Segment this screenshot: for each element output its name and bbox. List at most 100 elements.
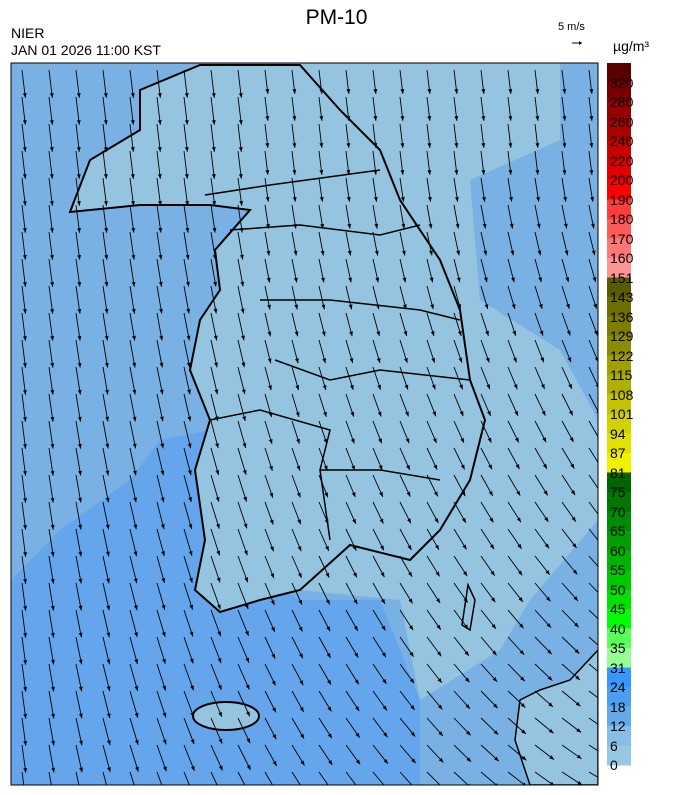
wind-arrow: [507, 690, 526, 708]
wind-arrow: [264, 663, 276, 686]
wind-arrow: [318, 609, 331, 632]
wind-arrow: [21, 771, 25, 785]
wind-arrow: [183, 663, 194, 691]
wind-arrow: [48, 690, 55, 719]
wind-arrow: [210, 258, 218, 287]
wind-arrow: [102, 717, 111, 746]
wind-arrow: [156, 474, 165, 503]
wind-arrow: [183, 447, 192, 476]
wind-arrow: [21, 663, 28, 692]
wind-arrow: [588, 69, 594, 94]
wind-arrow: [48, 717, 55, 746]
wind-arrow: [345, 123, 351, 148]
wind-arrow: [102, 339, 109, 368]
wind-arrow: [372, 663, 387, 685]
wind-arrow: [75, 312, 82, 341]
wind-arrow: [264, 339, 272, 364]
wind-arrow: [399, 204, 406, 229]
colorbar-label: 280: [610, 94, 634, 110]
wind-arrow: [480, 636, 497, 656]
wind-arrow: [210, 744, 223, 771]
colorbar-label: 0: [610, 757, 618, 773]
wind-arrow: [75, 69, 81, 98]
wind-arrow: [210, 420, 219, 449]
wind-arrow: [21, 528, 27, 557]
wind-arrow: [318, 339, 327, 364]
wind-arrow: [534, 258, 542, 283]
wind-arrow: [210, 69, 216, 98]
wind-arrow: [534, 690, 554, 708]
wind-arrow: [399, 690, 416, 711]
wind-arrow: [183, 339, 191, 368]
wind-arrow: [102, 177, 108, 206]
map-frame: [10, 62, 599, 786]
wind-arrow: [237, 96, 243, 125]
wind-arrow: [264, 555, 275, 579]
wind-arrow: [345, 474, 356, 498]
wind-arrow: [561, 177, 568, 202]
wind-arrow: [75, 474, 82, 503]
colorbar-label: 40: [610, 620, 626, 637]
colorbar-swatch: [607, 82, 631, 103]
wind-arrow: [372, 393, 382, 417]
wind-arrow: [75, 285, 82, 314]
wind-arrow: [453, 150, 459, 175]
wind-arrow: [534, 312, 544, 336]
colorbar-swatch: [607, 628, 631, 649]
wind-arrow: [48, 501, 55, 530]
wind-arrow: [480, 258, 488, 283]
wind-arrow: [210, 150, 216, 179]
wind-arrow: [21, 312, 27, 341]
wind-arrow: [102, 771, 108, 785]
wind-arrow: [237, 582, 249, 610]
wind-arrow: [156, 528, 165, 557]
wind-arrow: [426, 339, 436, 363]
wind-arrow: [237, 528, 248, 556]
wind-arrow: [507, 366, 518, 390]
wind-arrow: [75, 447, 82, 476]
wind-arrow: [318, 771, 329, 785]
wind-arrow: [480, 582, 496, 603]
wind-arrow: [156, 366, 164, 395]
wind-arrow: [210, 609, 222, 637]
wind-arrow: [48, 663, 55, 692]
wind-arrow: [480, 339, 490, 363]
wind-arrow: [264, 285, 271, 310]
wind-arrow: [345, 717, 361, 738]
wind-arrow: [453, 744, 472, 763]
wind-arrow: [372, 366, 381, 390]
wind-arrow: [129, 528, 138, 557]
wind-arrow: [318, 393, 327, 417]
wind-arrow: [156, 690, 167, 718]
colorbar-swatch: [607, 238, 631, 259]
wind-arrow: [291, 447, 301, 471]
wind-arrow: [183, 528, 193, 556]
wind-arrow: [372, 231, 379, 256]
wind-arrow: [75, 663, 83, 692]
wind-arrow: [291, 393, 300, 418]
wind-arrow: [534, 204, 541, 229]
colorbar-label: 101: [610, 406, 634, 422]
colorbar-swatch: [607, 277, 631, 298]
wind-arrow: [426, 312, 435, 337]
wind-arrow: [480, 690, 499, 709]
wind-arrow: [507, 339, 517, 363]
colorbar-label: 31: [610, 659, 626, 676]
wind-arrow: [21, 420, 27, 449]
wind-arrow: [210, 717, 223, 744]
wind-arrow: [237, 393, 246, 422]
wind-arrow: [291, 528, 302, 552]
wind-arrow: [507, 744, 527, 761]
wind-arrow: [156, 96, 162, 125]
wind-arrow: [534, 717, 554, 734]
colorbar-label: 70: [610, 503, 626, 520]
wind-arrow: [507, 771, 526, 785]
wind-arrow: [561, 258, 570, 283]
wind-arrow: [264, 177, 270, 202]
wind-arrow: [183, 69, 189, 98]
wind-arrow: [48, 150, 54, 179]
wind-arrow: [210, 528, 221, 556]
wind-arrow: [507, 663, 526, 682]
colorbar-swatch: [607, 141, 631, 161]
wind-arrow: [75, 393, 82, 422]
